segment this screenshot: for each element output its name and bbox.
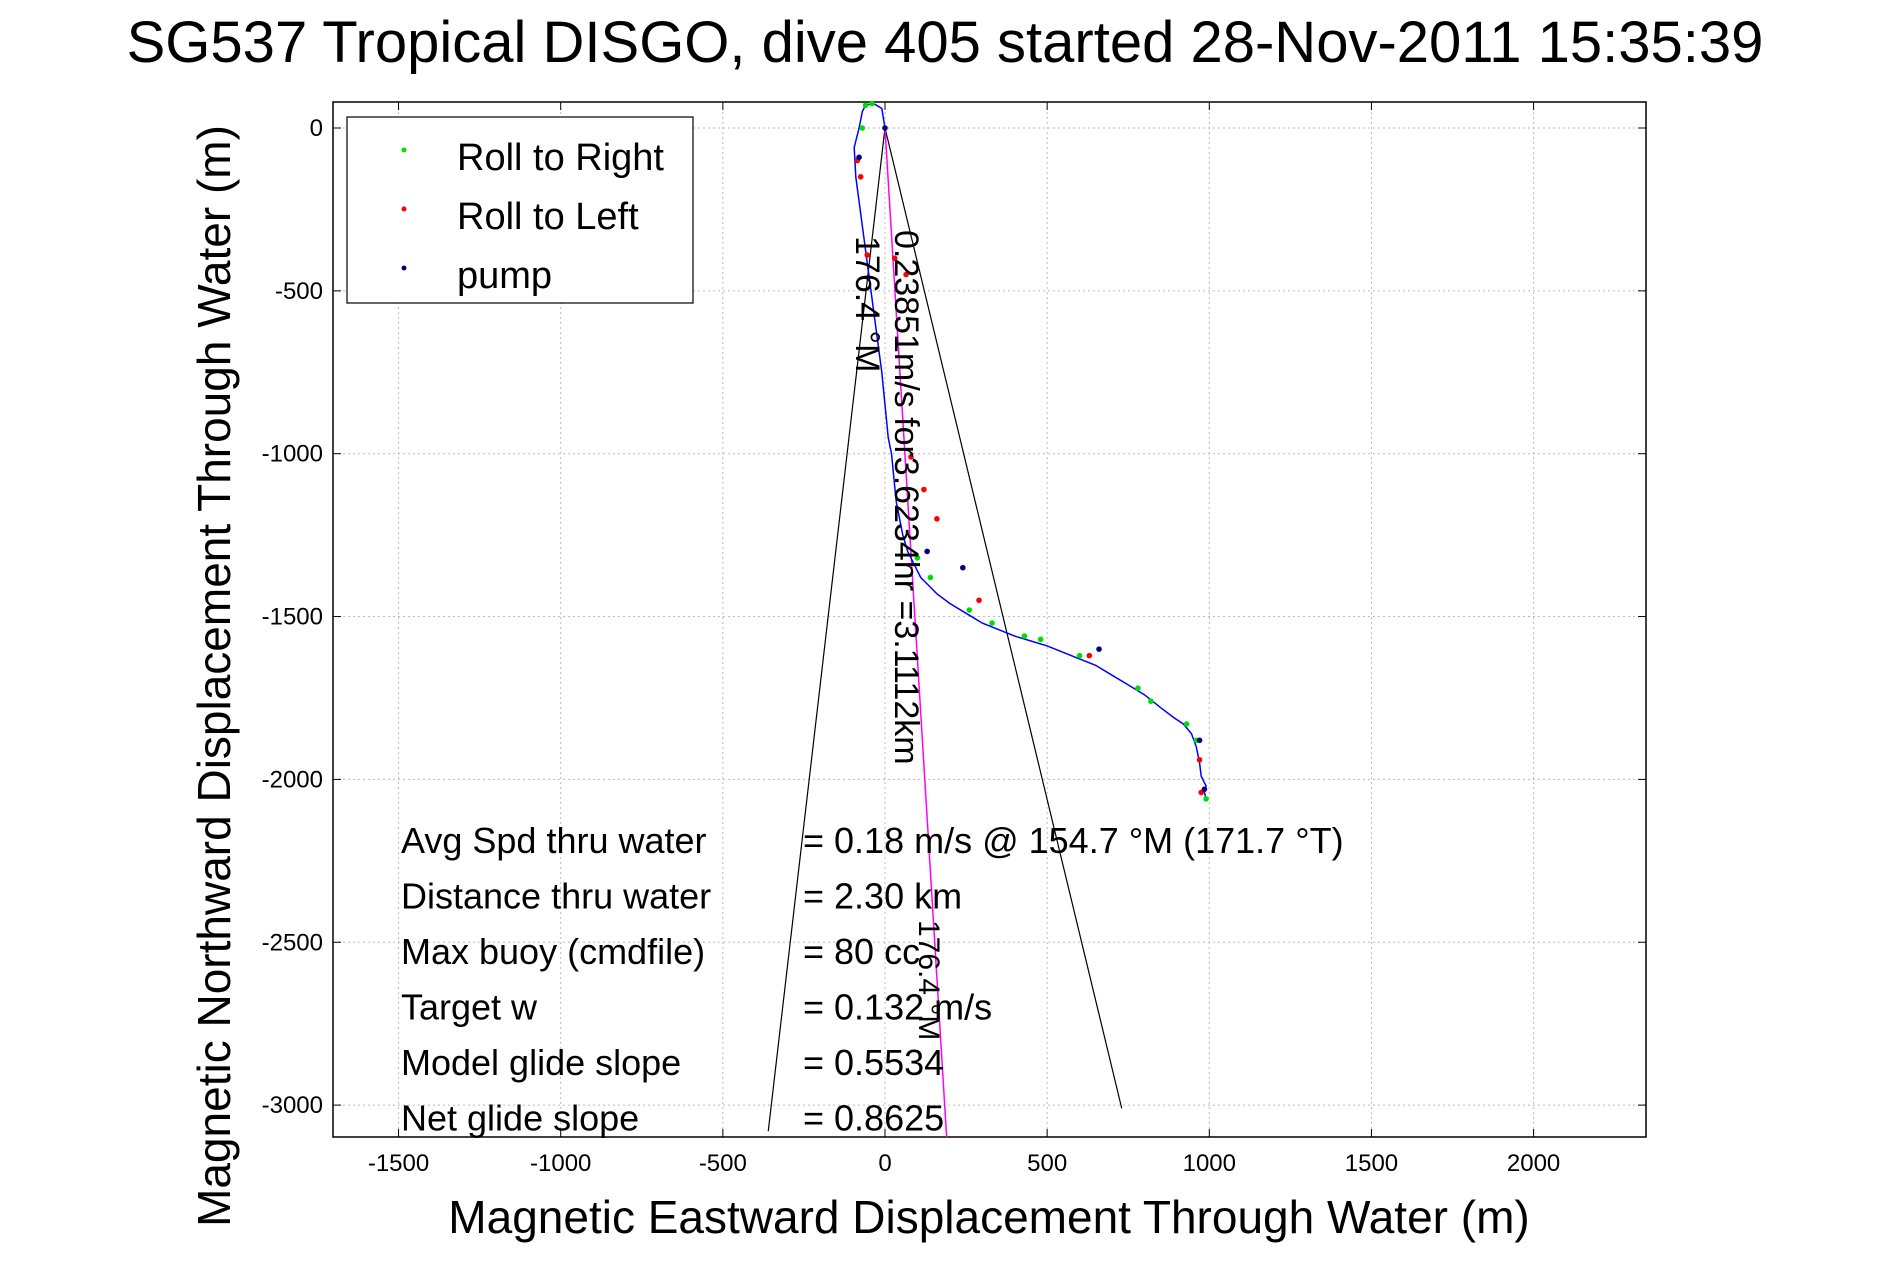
pump-marker — [924, 548, 930, 555]
dive-annotations: Avg Spd thru water = 0.18 m/s @ 154.7 °M … — [401, 820, 1344, 1139]
pump-marker — [960, 564, 966, 571]
cone-line — [767, 127, 886, 1132]
roll-left-marker — [934, 516, 940, 522]
roll-right-marker — [869, 100, 875, 107]
annotation-label: Distance thru water — [401, 876, 711, 917]
x-axis-label: Magnetic Eastward Displacement Through W… — [448, 1191, 1529, 1243]
annotation-value: = 0.18 m/s @ 154.7 °M (171.7 °T) — [803, 820, 1344, 861]
x-tick-label: 1500 — [1345, 1150, 1398, 1177]
pump-marker — [1096, 646, 1102, 652]
roll-right-marker — [1148, 698, 1154, 705]
y-axis-label: Magnetic Northward Displacement Through … — [188, 125, 240, 1227]
roll-left-marker — [903, 271, 909, 278]
annotation-label: Target w — [401, 987, 538, 1028]
roll-left-marker — [976, 597, 982, 604]
x-tick-label: 1000 — [1183, 1150, 1236, 1177]
x-tick-label: -500 — [699, 1150, 747, 1177]
roll-left-marker — [921, 486, 927, 493]
annotation-label: Max buoy (cmdfile) — [401, 931, 705, 972]
y-tick-label: -500 — [275, 278, 323, 305]
roll-left-marker — [908, 454, 914, 460]
label-current: 0.23851m/s for3.6234hr =3.1112km — [887, 230, 925, 765]
grid-lines — [333, 102, 1646, 1137]
roll-right-marker — [1037, 636, 1044, 643]
annotation-value: = 0.5534 — [803, 1042, 944, 1083]
annotation-value: = 80 cc — [803, 931, 920, 972]
legend-label-roll-left: Roll to Left — [457, 196, 639, 238]
dive-track — [853, 102, 1207, 800]
pump-marker — [856, 154, 862, 161]
heading-cone — [767, 127, 1123, 1138]
x-tick-label: -1000 — [530, 1150, 591, 1177]
x-tick-label: -1500 — [368, 1150, 429, 1177]
legend: Roll to Right Roll to Left pump — [346, 116, 694, 304]
roll-right-marker — [927, 574, 934, 581]
pump-marker — [1201, 786, 1208, 792]
label-heading-current: 176.4 °M — [912, 920, 945, 1040]
roll-left-marker — [1196, 757, 1203, 763]
roll-pump-markers — [854, 100, 1209, 802]
legend-swatch-roll-right — [401, 147, 407, 153]
roll-left-marker — [864, 252, 870, 258]
x-tick-label: 500 — [1027, 1150, 1067, 1177]
y-tick-label: -3000 — [262, 1092, 323, 1119]
annotation-value: = 2.30 km — [803, 876, 962, 917]
legend-label-roll-right: Roll to Right — [457, 137, 664, 179]
annotation-value: = 0.132 m/s — [803, 987, 992, 1028]
label-heading-left: 176.4 °M — [848, 236, 886, 372]
roll-right-marker — [859, 125, 866, 131]
annotation-label: Net glide slope — [401, 1098, 639, 1139]
roll-right-marker — [1021, 633, 1028, 639]
roll-left-marker — [891, 255, 898, 262]
roll-right-marker — [1183, 721, 1190, 727]
roll-right-marker — [862, 102, 869, 109]
annotation-label: Avg Spd thru water — [401, 820, 707, 861]
legend-swatch-roll-left — [401, 206, 407, 212]
plot-area: -1500 -1000 -500 0 500 1000 1500 2000 0 -500 -100… — [262, 100, 1647, 1177]
heading-line — [884, 127, 948, 1138]
legend-label-pump: pump — [457, 255, 552, 297]
x-tick-label: 0 — [878, 1150, 891, 1177]
legend-swatch-pump — [401, 265, 407, 271]
roll-right-marker — [989, 620, 995, 626]
y-tick-label: -2000 — [262, 766, 323, 793]
annotation-label: Model glide slope — [401, 1042, 681, 1083]
y-tick-label: -1500 — [262, 604, 323, 631]
roll-left-marker — [857, 174, 864, 180]
y-axis-ticks: 0 -500 -1000 -1500 -2000 -2500 -3000 — [262, 115, 1646, 1119]
roll-right-marker — [1203, 796, 1209, 802]
x-tick-label: 2000 — [1507, 1150, 1560, 1177]
x-axis-ticks: -1500 -1000 -500 0 500 1000 1500 2000 — [368, 102, 1560, 1177]
roll-right-marker — [1076, 652, 1083, 659]
roll-right-marker — [966, 607, 973, 613]
roll-right-marker — [914, 555, 921, 561]
annotation-value: = 0.8625 — [803, 1098, 944, 1139]
y-tick-label: -2500 — [262, 929, 323, 956]
track-line — [853, 102, 1207, 800]
y-tick-label: -1000 — [262, 441, 323, 468]
pump-marker — [882, 125, 888, 131]
y-tick-label: 0 — [310, 115, 323, 142]
roll-left-marker — [1086, 652, 1093, 659]
chart-title: SG537 Tropical DISGO, dive 405 started 2… — [127, 10, 1764, 75]
pump-marker — [1196, 737, 1203, 744]
roll-right-marker — [1135, 685, 1141, 692]
cone-line — [884, 127, 1123, 1109]
